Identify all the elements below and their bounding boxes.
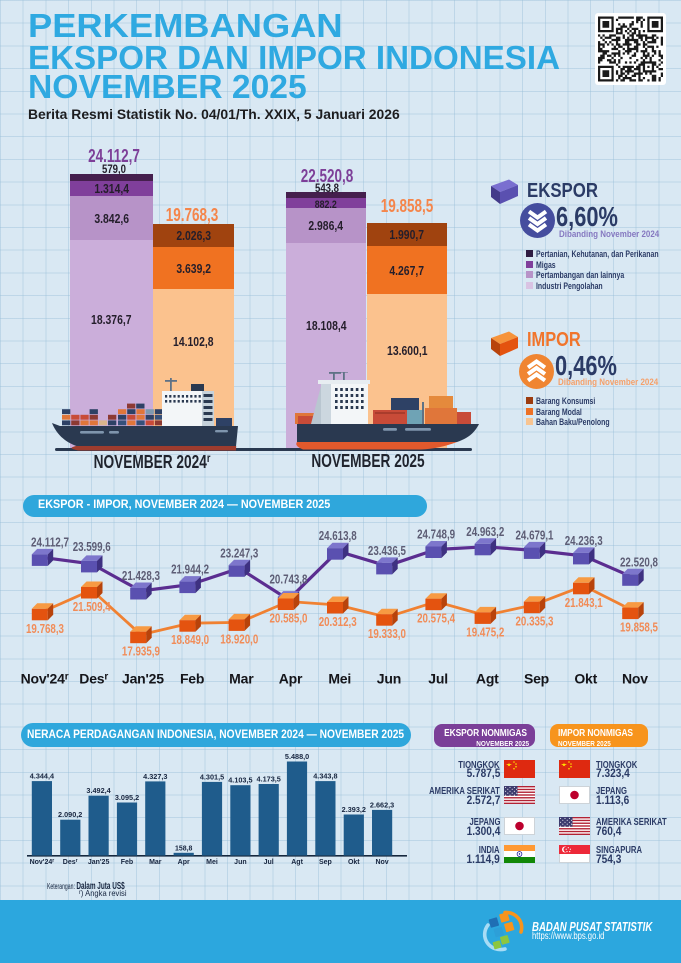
svg-text:Agt: Agt: [291, 859, 303, 866]
svg-text:Mei: Mei: [328, 671, 351, 687]
svg-text:2.090,2: 2.090,2: [58, 812, 82, 819]
svg-text:24.679,1: 24.679,1: [516, 528, 554, 542]
svg-text:20.743,8: 20.743,8: [270, 573, 308, 587]
svg-text:Jan'25: Jan'25: [122, 671, 164, 687]
svg-text:Okt: Okt: [348, 859, 360, 866]
svg-text:Nov'24r: Nov'24r: [21, 671, 69, 687]
svg-text:3.095,2: 3.095,2: [115, 795, 139, 802]
svg-text:20.585,0: 20.585,0: [270, 612, 308, 626]
svg-text:4.343,8: 4.343,8: [313, 774, 337, 781]
svg-text:18.849,0: 18.849,0: [171, 633, 209, 647]
svg-text:Sep: Sep: [319, 859, 332, 866]
svg-text:19.333,0: 19.333,0: [368, 627, 406, 641]
svg-text:Apr: Apr: [178, 859, 190, 866]
svg-text:2.393,2: 2.393,2: [342, 807, 366, 814]
svg-text:23.436,5: 23.436,5: [368, 544, 406, 558]
svg-text:Jun: Jun: [234, 859, 246, 866]
svg-text:23.599,6: 23.599,6: [73, 540, 111, 554]
svg-text:18.920,0: 18.920,0: [220, 632, 258, 646]
svg-text:Jul: Jul: [264, 859, 274, 866]
svg-text:Feb: Feb: [121, 859, 133, 866]
svg-text:21.428,3: 21.428,3: [122, 569, 160, 583]
svg-text:Apr: Apr: [279, 671, 303, 687]
svg-text:158,8: 158,8: [175, 845, 192, 852]
svg-text:Mar: Mar: [229, 671, 254, 687]
svg-text:22.520,8: 22.520,8: [620, 555, 658, 569]
svg-text:21.843,1: 21.843,1: [565, 596, 603, 610]
svg-text:Nov: Nov: [622, 671, 648, 687]
svg-text:Jun: Jun: [377, 671, 401, 687]
svg-text:Jan'25: Jan'25: [88, 859, 110, 866]
svg-text:Agt: Agt: [476, 671, 499, 687]
svg-text:2.662,3: 2.662,3: [370, 802, 394, 809]
svg-text:Sep: Sep: [524, 671, 549, 687]
svg-text:Jul: Jul: [428, 671, 448, 687]
svg-text:17.935,9: 17.935,9: [122, 645, 160, 659]
svg-text:24.963,2: 24.963,2: [466, 525, 504, 539]
svg-text:4.103,5: 4.103,5: [228, 778, 252, 785]
svg-text:Nov'24r: Nov'24r: [30, 858, 55, 866]
svg-text:19.858,5: 19.858,5: [620, 621, 658, 635]
svg-text:24.748,9: 24.748,9: [417, 528, 455, 542]
svg-text:Mar: Mar: [149, 859, 162, 866]
svg-text:4.344,4: 4.344,4: [30, 774, 54, 781]
svg-text:20.312,3: 20.312,3: [319, 615, 357, 629]
svg-text:4.173,5: 4.173,5: [257, 777, 281, 784]
svg-text:21.509,4: 21.509,4: [73, 600, 111, 614]
svg-text:19.768,3: 19.768,3: [26, 622, 64, 636]
svg-text:Desr: Desr: [63, 858, 78, 866]
svg-text:19.475,2: 19.475,2: [466, 625, 504, 639]
svg-text:20.335,3: 20.335,3: [516, 615, 554, 629]
svg-text:Okt: Okt: [574, 671, 597, 687]
svg-text:23.247,3: 23.247,3: [220, 546, 258, 560]
svg-text:20.575,4: 20.575,4: [417, 612, 455, 626]
svg-text:4.301,5: 4.301,5: [200, 774, 224, 781]
svg-text:24.613,8: 24.613,8: [319, 529, 357, 543]
svg-text:24.236,3: 24.236,3: [565, 534, 603, 548]
svg-text:21.944,2: 21.944,2: [171, 563, 209, 577]
svg-text:24.112,7: 24.112,7: [31, 535, 69, 549]
svg-text:Feb: Feb: [180, 671, 204, 687]
svg-text:Mei: Mei: [206, 859, 218, 866]
svg-text:Nov: Nov: [375, 859, 388, 866]
svg-text:4.327,3: 4.327,3: [143, 774, 167, 781]
svg-text:3.492,4: 3.492,4: [86, 788, 110, 795]
svg-text:5.488,0: 5.488,0: [285, 754, 309, 761]
svg-text:Desr: Desr: [79, 671, 108, 687]
